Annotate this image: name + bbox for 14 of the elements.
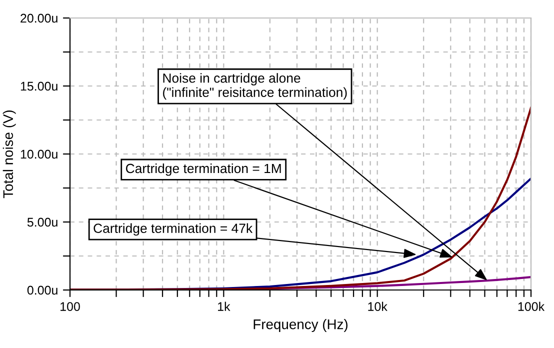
x-tick-label: 1k: [218, 302, 230, 311]
y-axis-title: Total noise (V): [2, 110, 16, 198]
annotation: Cartridge termination = 1M: [126, 163, 281, 176]
x-tick-label: 100k: [518, 302, 545, 311]
x-axis-title: Frequency (Hz): [254, 319, 348, 332]
y-tick-label: 15.00u: [20, 82, 58, 91]
x-tick-label: 100: [60, 302, 80, 311]
y-tick-label: 20.00u: [20, 14, 58, 23]
x-tick-label: 10k: [368, 302, 388, 311]
y-tick-label: 5.00u: [27, 218, 58, 227]
annotation: Noise in cartridge alone ("infinite" reisitance termination): [163, 73, 347, 100]
y-tick-label: 10.00u: [20, 150, 58, 159]
annotation: Cartridge termination = 47k: [94, 223, 253, 236]
y-tick-label: 0.00u: [27, 286, 58, 295]
